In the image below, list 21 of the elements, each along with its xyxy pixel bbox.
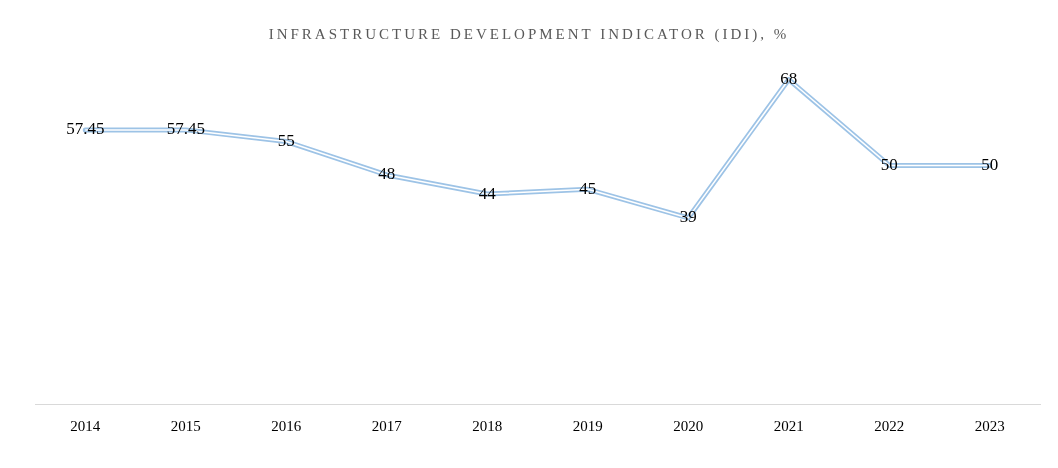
x-tick-label: 2023 bbox=[974, 417, 1005, 434]
data-label: 57.45 bbox=[66, 119, 105, 139]
x-tick-label: 2014 bbox=[70, 417, 101, 434]
data-label: 68 bbox=[780, 69, 798, 89]
data-label: 50 bbox=[981, 154, 999, 174]
data-label: 39 bbox=[679, 207, 697, 227]
x-tick-label: 2019 bbox=[572, 417, 603, 434]
data-label: 44 bbox=[478, 183, 497, 203]
data-label: 50 bbox=[880, 154, 898, 174]
x-tick-label: 2017 bbox=[371, 417, 403, 434]
data-label: 57.45 bbox=[166, 119, 205, 139]
x-tick-label: 2018 bbox=[472, 417, 503, 434]
data-label: 45 bbox=[579, 178, 597, 198]
chart-title: INFRASTRUCTURE DEVELOPMENT INDICATOR (IDI), % bbox=[267, 26, 791, 43]
x-tick-label: 2015 bbox=[170, 417, 201, 434]
x-tick-label: 2016 bbox=[271, 417, 302, 434]
x-tick-label: 2021 bbox=[773, 417, 804, 434]
data-label: 55 bbox=[277, 131, 295, 151]
x-tick-label: 2020 bbox=[673, 417, 704, 434]
x-tick-label: 2022 bbox=[874, 417, 905, 434]
data-label: 48 bbox=[378, 164, 396, 184]
